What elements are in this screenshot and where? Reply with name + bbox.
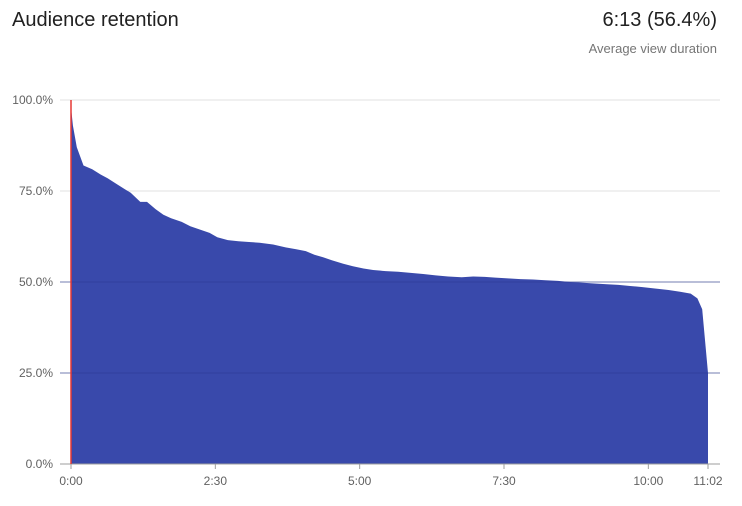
x-tick-label: 10:00 [633,474,663,488]
y-tick-label: 75.0% [19,184,53,198]
y-tick-label: 50.0% [19,275,53,289]
x-tick-label: 2:30 [204,474,228,488]
x-tick-label: 7:30 [492,474,516,488]
axes: 100.0% 75.0% 50.0% 25.0% 0.0% 0:00 2:30 5:00 7:3… [12,93,723,488]
chart-title: Audience retention [12,9,179,31]
retention-area[interactable] [71,107,708,465]
x-tick-label: 5:00 [348,474,372,488]
x-tick-label: 11:02 [693,474,722,488]
average-view-duration-label: Average view duration [588,41,717,56]
average-view-duration-value: 6:13 (56.4%) [602,9,717,31]
y-tick-label: 100.0% [12,93,53,107]
x-tick-label: 0:00 [59,474,83,488]
y-tick-label: 0.0% [26,457,54,471]
y-tick-label: 25.0% [19,366,53,380]
